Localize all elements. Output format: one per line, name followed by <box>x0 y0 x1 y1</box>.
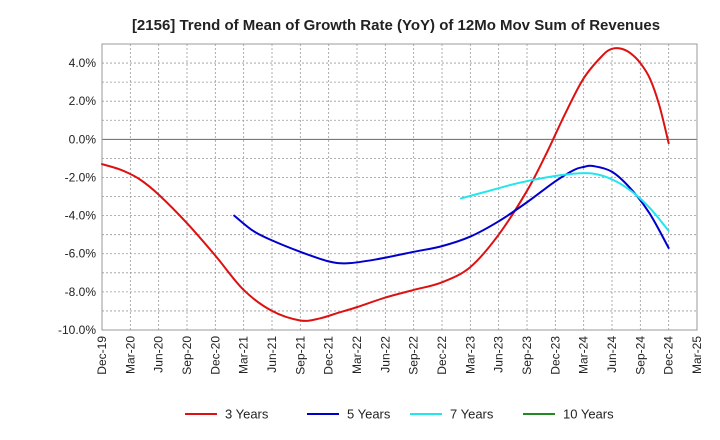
legend-label-7-years: 7 Years <box>450 407 494 422</box>
x-tick-label: Jun-23 <box>492 336 506 373</box>
legend: 3 Years 5 Years 7 Years 10 Years <box>185 407 614 422</box>
x-tick-label: Jun-21 <box>265 336 279 373</box>
x-tick-label: Sep-24 <box>633 336 647 375</box>
y-tick-label: -6.0% <box>65 247 97 261</box>
y-tick-label: 2.0% <box>69 94 97 108</box>
x-tick-label: Jun-24 <box>605 336 619 373</box>
series-line-3-years <box>101 47 670 322</box>
x-tick-label: Sep-23 <box>520 336 534 375</box>
x-tick-label: Jun-22 <box>378 336 392 373</box>
series-lines <box>101 47 670 322</box>
legend-label-10-years: 10 Years <box>563 407 614 422</box>
y-tick-label: 0.0% <box>69 132 97 146</box>
x-tick-label: Dec-20 <box>208 336 222 375</box>
chart-title: [2156] Trend of Mean of Growth Rate (YoY… <box>132 17 660 34</box>
legend-label-5-years: 5 Years <box>347 407 391 422</box>
x-tick-label: Mar-23 <box>463 336 477 374</box>
y-tick-label: -8.0% <box>65 285 97 299</box>
series-line-7-years <box>459 172 670 232</box>
x-tick-label: Sep-22 <box>407 336 421 375</box>
x-tick-label: Mar-25 <box>690 336 704 374</box>
x-tick-label: Dec-24 <box>662 336 676 375</box>
x-tick-label: Dec-23 <box>548 336 562 375</box>
x-tick-label: Dec-19 <box>95 336 109 375</box>
x-tick-label: Dec-21 <box>322 336 336 375</box>
axes: 4.0%2.0%0.0%-2.0%-4.0%-6.0%-8.0%-10.0%De… <box>58 56 704 375</box>
legend-label-3-years: 3 Years <box>225 407 269 422</box>
y-tick-label: -4.0% <box>65 209 97 223</box>
plot-border <box>101 43 698 331</box>
x-tick-label: Dec-22 <box>435 336 449 375</box>
x-tick-label: Mar-21 <box>237 336 251 374</box>
x-tick-label: Mar-22 <box>350 336 364 374</box>
y-tick-label: -10.0% <box>58 323 96 337</box>
y-tick-label: -2.0% <box>65 170 97 184</box>
x-tick-label: Mar-24 <box>577 336 591 374</box>
x-tick-label: Jun-20 <box>152 336 166 373</box>
x-tick-label: Sep-20 <box>180 336 194 375</box>
x-tick-label: Mar-20 <box>123 336 137 374</box>
y-tick-label: 4.0% <box>69 56 97 70</box>
plot-area <box>102 44 697 330</box>
grid <box>101 43 698 331</box>
series-line-5-years <box>233 164 670 265</box>
x-tick-label: Sep-21 <box>293 336 307 375</box>
